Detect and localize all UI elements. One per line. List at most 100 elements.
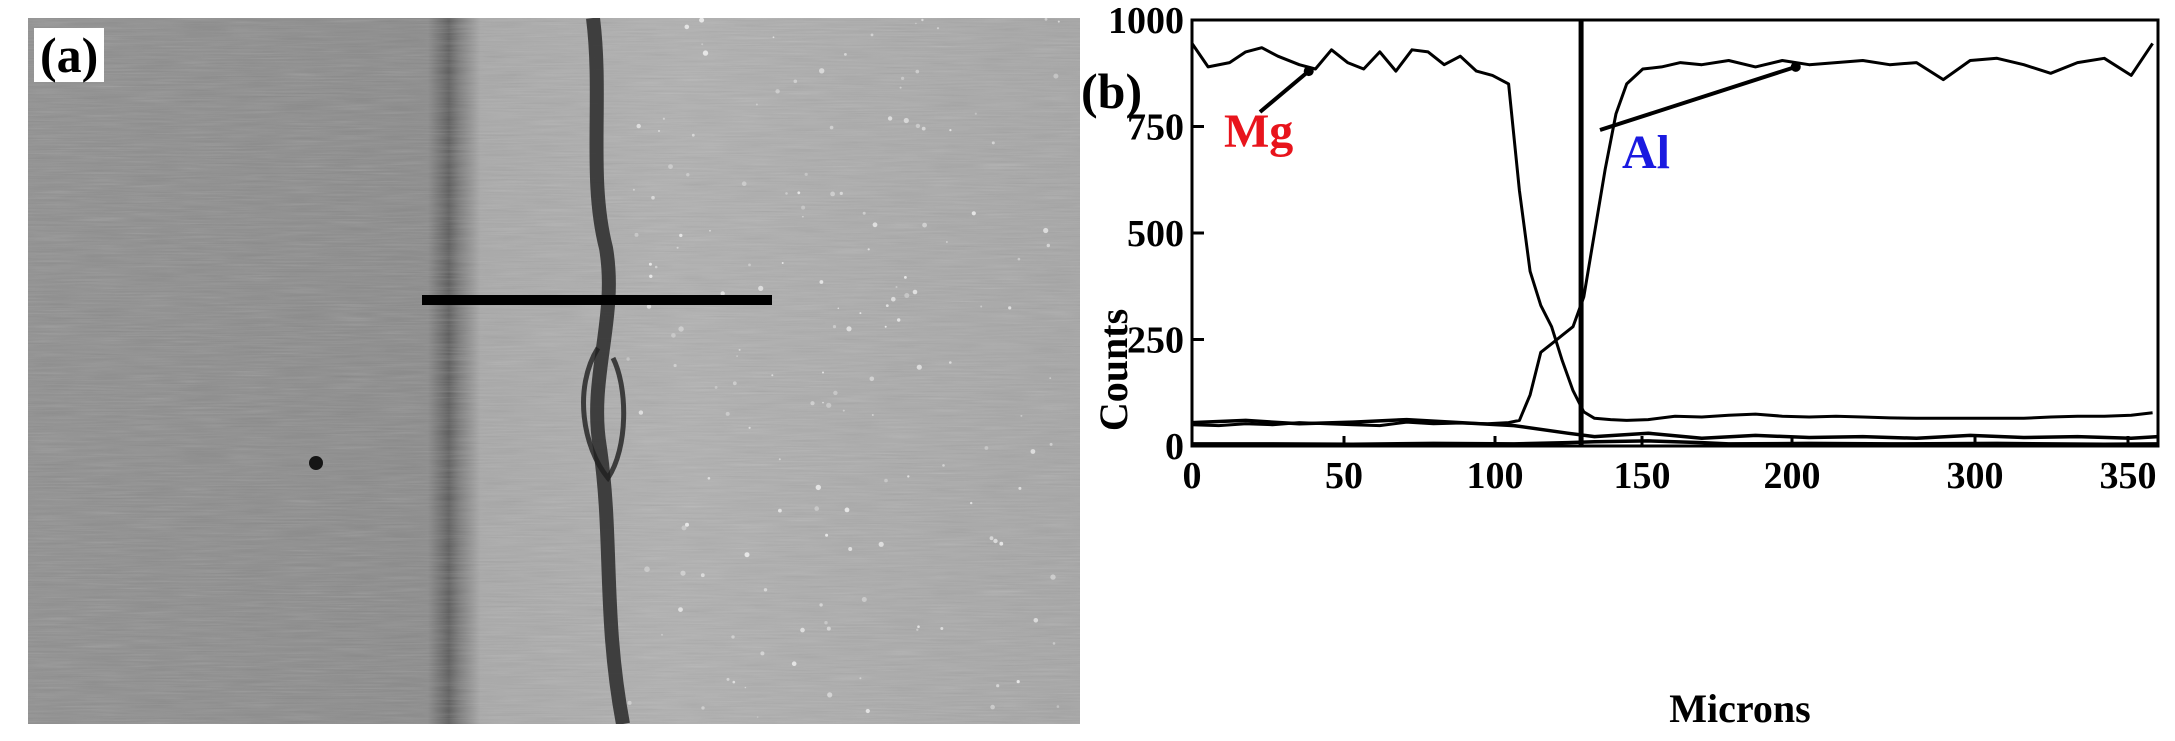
speckle [846,326,852,332]
speckle [904,293,910,298]
speckle [714,386,718,389]
speckle [830,191,835,197]
speckle [869,376,875,382]
series-line-4 [1192,439,2159,447]
speckle [785,192,788,195]
speckle [990,704,995,710]
speckle [915,69,920,74]
speckle [662,117,666,120]
interface-seam [586,18,630,724]
speckle [793,79,798,84]
speckle [654,265,658,269]
speckle [709,229,711,232]
speckle [999,541,1004,546]
x-tick-label: 50 [1325,455,1363,497]
speckle [984,446,989,450]
speckle [974,112,977,115]
speckle [936,27,940,30]
speckle [626,357,630,361]
annotation-leader-al [1599,64,1797,132]
speckle [917,625,920,628]
speckle [701,43,704,46]
speckle [651,195,655,200]
speckle [755,103,758,106]
speckle [1033,618,1039,623]
speckle [685,522,689,527]
speckle [810,401,815,406]
speckle [679,233,683,238]
speckle [844,53,847,56]
speckle [658,130,660,132]
speckle [1044,18,1048,21]
speckle [627,700,632,705]
speckle [646,304,652,309]
speckle [1008,306,1012,310]
y-tick-label: 250 [1127,320,1184,362]
speckle [822,371,824,374]
speckle [832,325,837,329]
speckle [738,348,741,351]
speckle [895,286,898,288]
y-tick-label: 750 [1127,107,1184,149]
speckle [800,627,805,633]
speckle [1056,705,1060,708]
series-line-mg [1190,42,2153,422]
speckle [1030,449,1036,454]
speckle [684,24,690,30]
x-tick-label: 350 [2100,455,2157,497]
speckle [993,538,998,544]
speckle [744,552,750,558]
speckle [676,246,679,249]
speckle [1043,227,1049,234]
speckle [638,410,644,415]
y-tick-label: 0 [1165,426,1184,468]
speckle [827,692,833,698]
x-tick-label: 150 [1614,455,1671,497]
speckle [940,627,944,630]
x-axis-title: Microns [1669,686,1810,731]
y-tick-label: 500 [1127,213,1184,255]
speckle [871,414,874,416]
speckle [1052,642,1056,645]
annotation-leader-mg [1258,69,1311,114]
speckle [848,547,853,551]
speckle [996,684,1000,688]
speckle [732,381,737,386]
speckle [897,318,901,322]
speckle [648,262,652,266]
speckle [907,475,910,478]
speckle [903,117,909,124]
x-tick-label: 300 [1947,455,2004,497]
speckle [1049,377,1052,379]
speckle [1050,574,1056,580]
speckle [942,464,945,467]
speckle [921,18,924,22]
speckle [678,607,683,612]
speckle [801,205,806,210]
speckle [702,50,709,56]
series-line-al [1191,42,2154,428]
series-line-3 [1191,417,2159,441]
speckle [802,215,804,218]
speckle [748,426,751,429]
speckle [731,635,735,639]
speckle [1046,243,1050,248]
speckle [726,677,730,681]
micrograph-texture [28,18,1080,724]
speckle [1053,73,1059,79]
speckle [819,68,825,74]
speckle-field [626,18,1060,718]
speckle [671,333,676,338]
speckle [867,248,870,251]
speckle [970,501,973,505]
speckle [904,276,907,279]
interface-seam-detail [581,346,627,483]
speckle [915,123,921,129]
series-label-al: Al [1622,126,1670,179]
speckle [797,191,801,195]
speckle [673,363,677,368]
speckle [699,18,705,23]
speckle [804,172,808,176]
speckle [991,141,995,145]
panel-b-label: (b) [1082,63,1142,119]
